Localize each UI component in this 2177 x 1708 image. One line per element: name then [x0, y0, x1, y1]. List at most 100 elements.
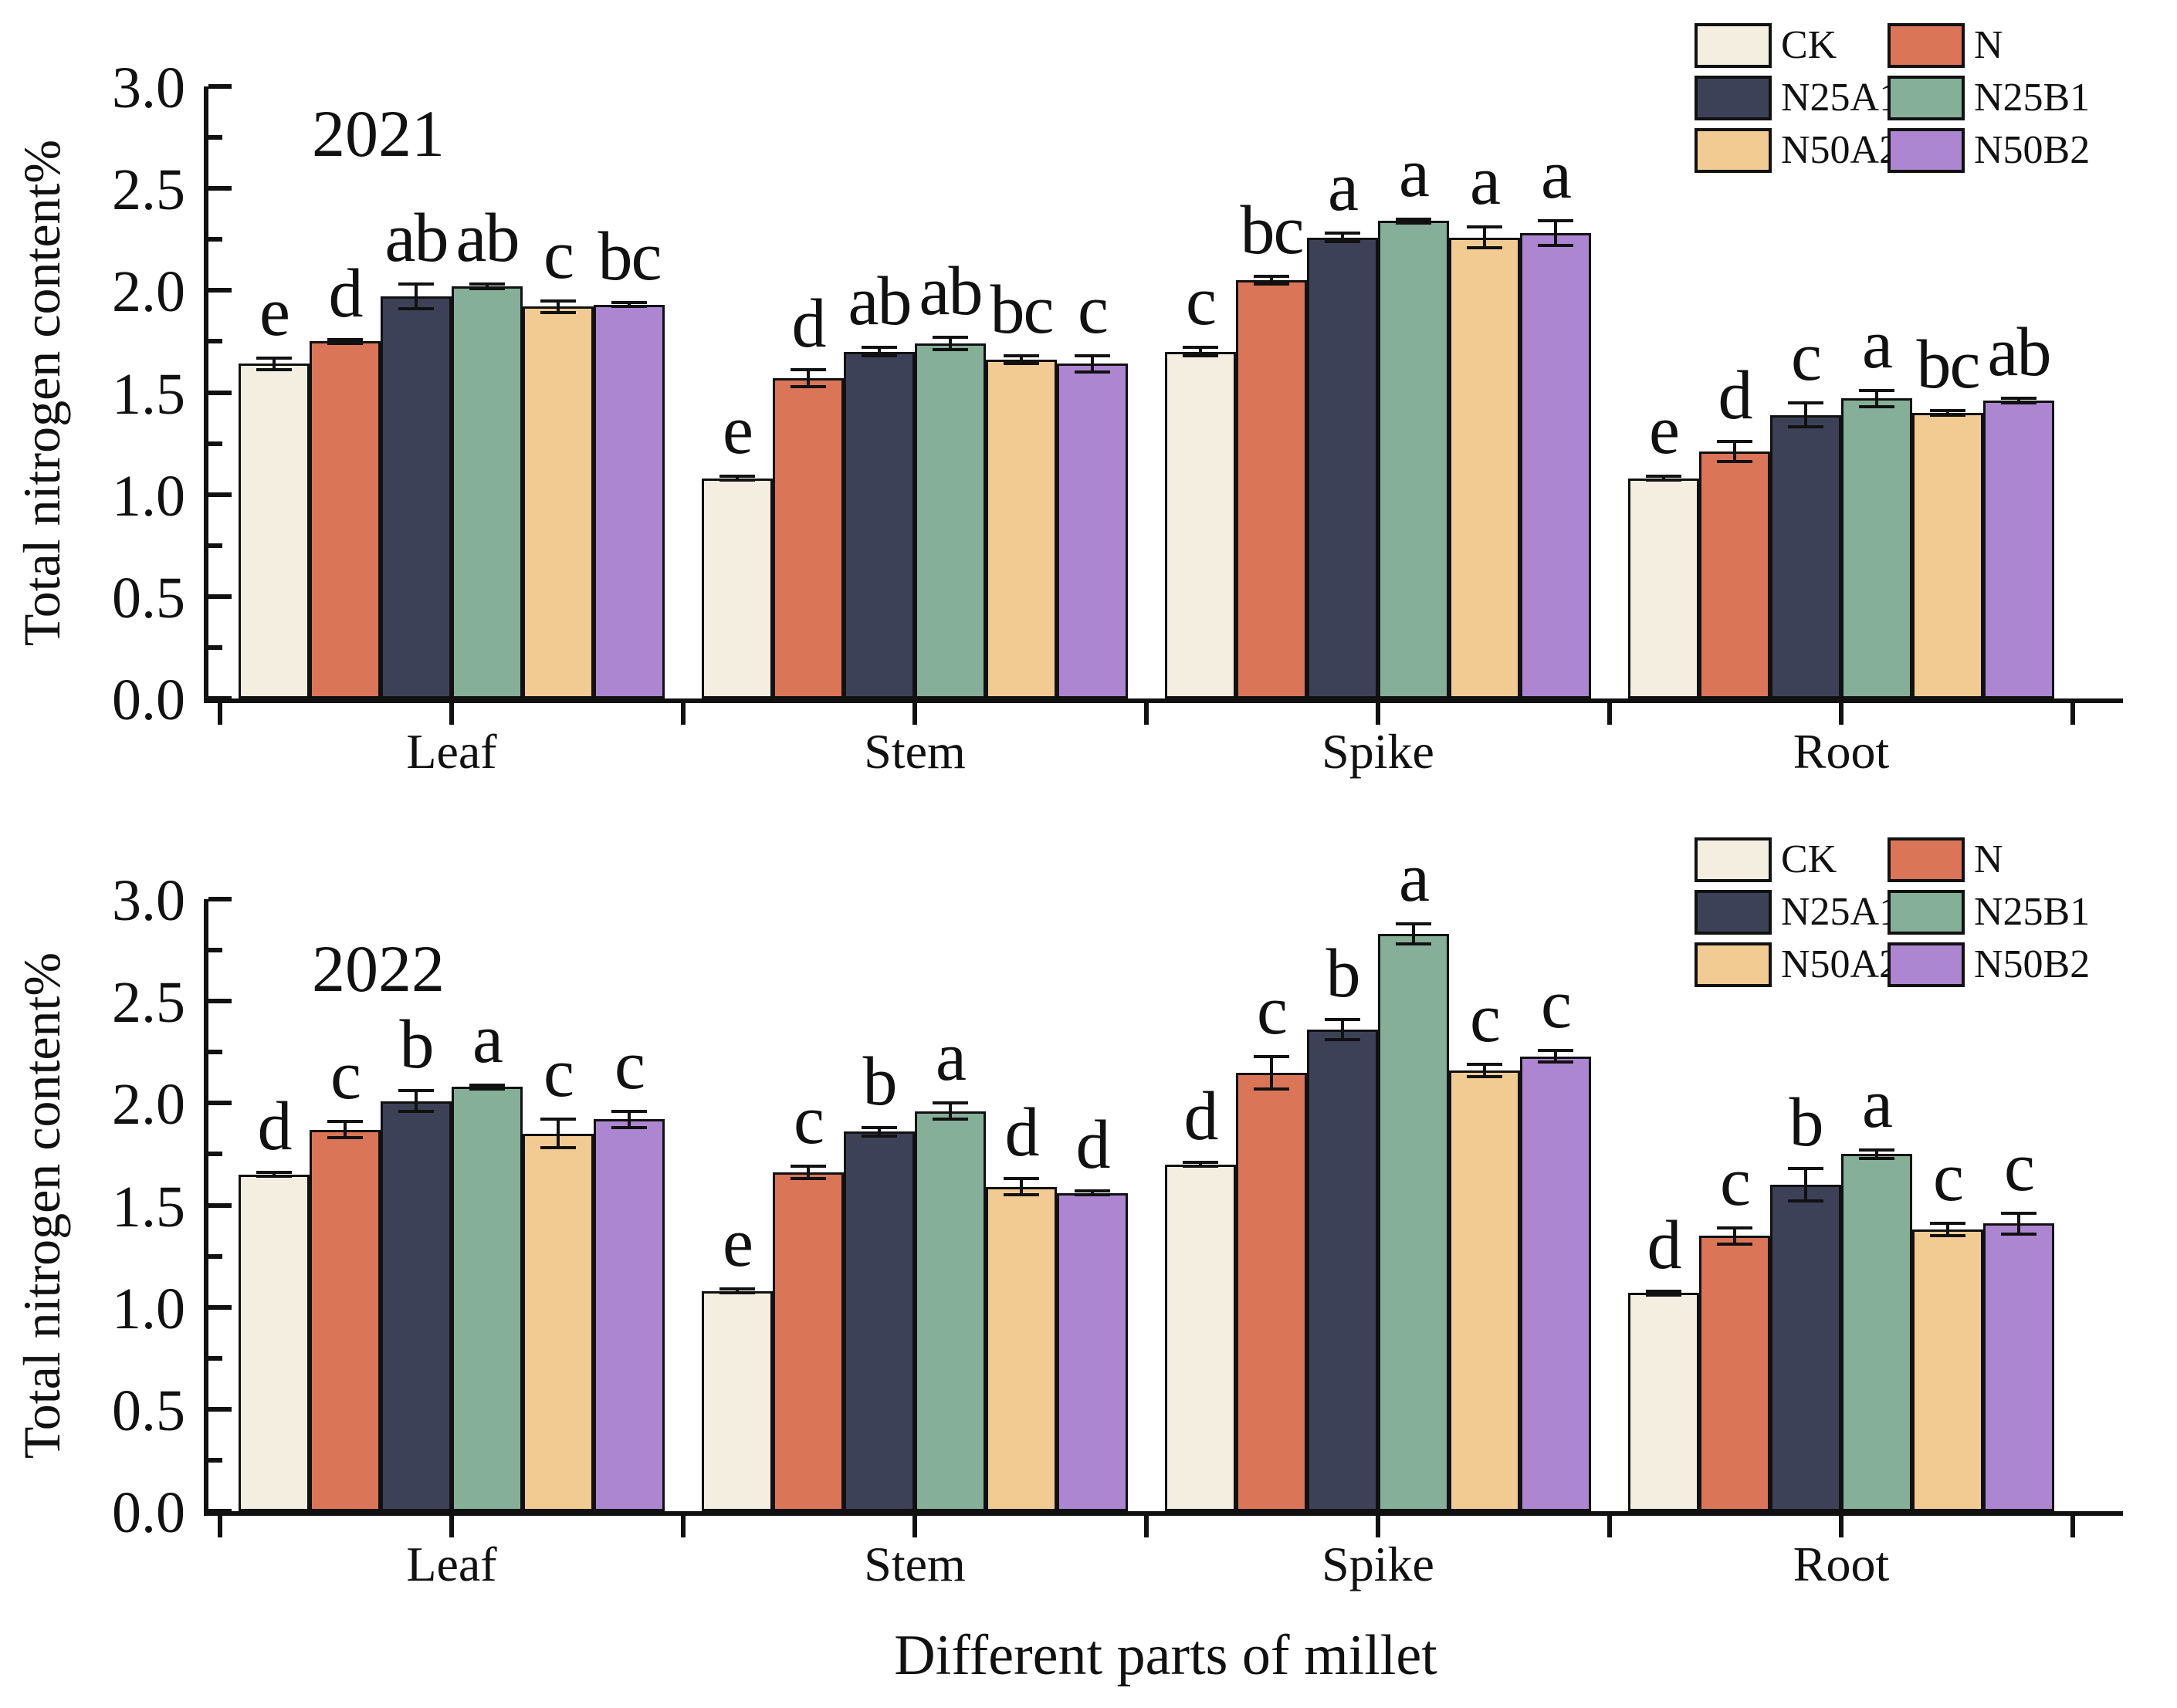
category-label-root: Root — [1793, 724, 1890, 779]
error-bar-line — [1412, 923, 1415, 945]
bar-2022-leaf-N25B1 — [452, 1087, 523, 1511]
sig-letter: d — [1075, 1106, 1111, 1183]
error-bar-cap-bottom — [540, 311, 576, 315]
x-axis-tick — [681, 1516, 686, 1537]
bar-2021-root-CK — [1628, 478, 1699, 698]
error-bar-line — [1804, 402, 1807, 428]
error-bar-cap-top — [1004, 1177, 1039, 1181]
error-bar-cap-top — [1396, 922, 1431, 925]
error-bar-cap-top — [2001, 1212, 2036, 1216]
year-label-2021: 2021 — [312, 96, 445, 171]
y-minor-tick — [208, 1050, 222, 1055]
error-bar-line — [344, 1121, 347, 1138]
error-bar-line — [415, 1091, 418, 1111]
error-bar-line — [1270, 276, 1273, 285]
y-major-tick — [208, 288, 232, 293]
error-bar-cap-top — [1075, 353, 1110, 357]
error-bar-line — [273, 357, 276, 370]
legend-swatch-N50B2 — [1888, 128, 1965, 173]
legend-swatch-N25A1 — [1695, 76, 1772, 120]
bar-2021-spike-N25B1 — [1378, 221, 1449, 698]
error-bar-cap-bottom — [1325, 1038, 1360, 1042]
sig-letter: e — [723, 1204, 753, 1281]
error-bar-cap-bottom — [1538, 1060, 1573, 1064]
error-bar-line — [1804, 1168, 1807, 1202]
x-axis-line — [204, 1511, 2123, 1516]
error-bar-cap-bottom — [1075, 370, 1110, 374]
y-tick-label: 1.0 — [112, 463, 185, 529]
legend-swatch-N — [1888, 837, 1965, 882]
sig-letter: d — [257, 1088, 293, 1165]
legend-label-N25A1: N25A1 — [1781, 890, 1900, 934]
sig-letter: a — [1541, 137, 1572, 214]
sig-letter: c — [1933, 1139, 1964, 1216]
error-bar-cap-top — [398, 282, 434, 286]
bar-2021-root-N50A2 — [1912, 412, 1983, 698]
y-major-tick — [208, 897, 232, 901]
sig-letter: d — [1718, 357, 1753, 434]
bar-2022-spike-CK — [1165, 1164, 1236, 1511]
error-bar-line — [878, 1128, 881, 1136]
y-axis-label: Total nitrogen content% — [12, 139, 71, 646]
error-bar-cap-bottom — [719, 479, 755, 482]
error-bar-cap-bottom — [1183, 353, 1218, 357]
x-axis-tick — [1839, 703, 1844, 725]
legend-label-CK: CK — [1781, 23, 1837, 67]
y-major-tick — [208, 1304, 232, 1310]
error-bar-cap-bottom — [791, 1177, 826, 1181]
error-bar-line — [1341, 1019, 1344, 1040]
bar-2022-stem-CK — [702, 1290, 773, 1511]
error-bar-cap-top — [1325, 232, 1360, 235]
bar-2022-spike-N25A1 — [1307, 1030, 1378, 1511]
bar-2021-spike-N50A2 — [1449, 237, 1520, 698]
y-tick-label: 0.0 — [112, 668, 185, 732]
error-bar-line — [949, 1103, 952, 1120]
error-bar-cap-top — [862, 346, 897, 350]
sig-letter: d — [791, 286, 827, 363]
legend-swatch-N25A1 — [1695, 890, 1772, 935]
y-axis-label: Total nitrogen content% — [12, 952, 71, 1459]
error-bar-line — [736, 475, 739, 481]
sig-letter: b — [1789, 1084, 1824, 1161]
y-tick-label: 0.0 — [112, 1480, 185, 1545]
sig-letter: a — [1862, 306, 1893, 383]
error-bar-line — [273, 1172, 276, 1177]
error-bar-cap-top — [791, 368, 826, 372]
category-label-spike: Spike — [1322, 724, 1434, 779]
bar-2022-stem-N25B1 — [915, 1111, 986, 1511]
y-major-tick — [208, 1101, 232, 1106]
y-tick-label: 0.5 — [112, 1378, 185, 1443]
x-axis-tick — [2070, 703, 2075, 725]
error-bar-cap-bottom — [1004, 1193, 1039, 1197]
y-axis-line — [204, 86, 208, 703]
error-bar-cap-top — [933, 1101, 968, 1105]
error-bar-cap-top — [1467, 1063, 1502, 1067]
error-bar-cap-bottom — [1859, 405, 1894, 408]
year-label-2022: 2022 — [312, 932, 445, 1006]
sig-letter: c — [1541, 966, 1572, 1043]
x-axis-tick — [1376, 703, 1380, 725]
sig-letter: c — [615, 1026, 645, 1104]
bar-2022-stem-N — [773, 1172, 844, 1511]
bar-2021-root-N — [1699, 452, 1770, 698]
bar-2021-leaf-N50A2 — [523, 306, 594, 698]
legend-swatch-CK — [1695, 23, 1772, 68]
y-major-tick — [208, 186, 232, 191]
bar-2021-leaf-N50B2 — [594, 304, 665, 698]
bar-2021-leaf-N25A1 — [381, 296, 452, 698]
y-tick-label: 2.5 — [112, 970, 185, 1036]
error-bar-cap-bottom — [1646, 1293, 1681, 1297]
bar-2022-stem-N50A2 — [986, 1186, 1057, 1511]
legend-swatch-N — [1888, 23, 1965, 68]
bar-2022-root-N50B2 — [1983, 1223, 2054, 1511]
error-bar-cap-bottom — [2001, 1232, 2036, 1236]
error-bar-cap-top — [719, 474, 755, 478]
y-tick-label: 0.5 — [112, 565, 185, 631]
bar-2022-root-CK — [1628, 1293, 1699, 1511]
error-bar-cap-top — [1646, 474, 1681, 478]
bar-2022-leaf-N25A1 — [381, 1101, 452, 1511]
y-minor-tick — [208, 948, 222, 953]
error-bar-cap-top — [1183, 1160, 1218, 1164]
x-axis-tick — [449, 1516, 454, 1537]
error-bar-cap-bottom — [469, 1087, 505, 1091]
